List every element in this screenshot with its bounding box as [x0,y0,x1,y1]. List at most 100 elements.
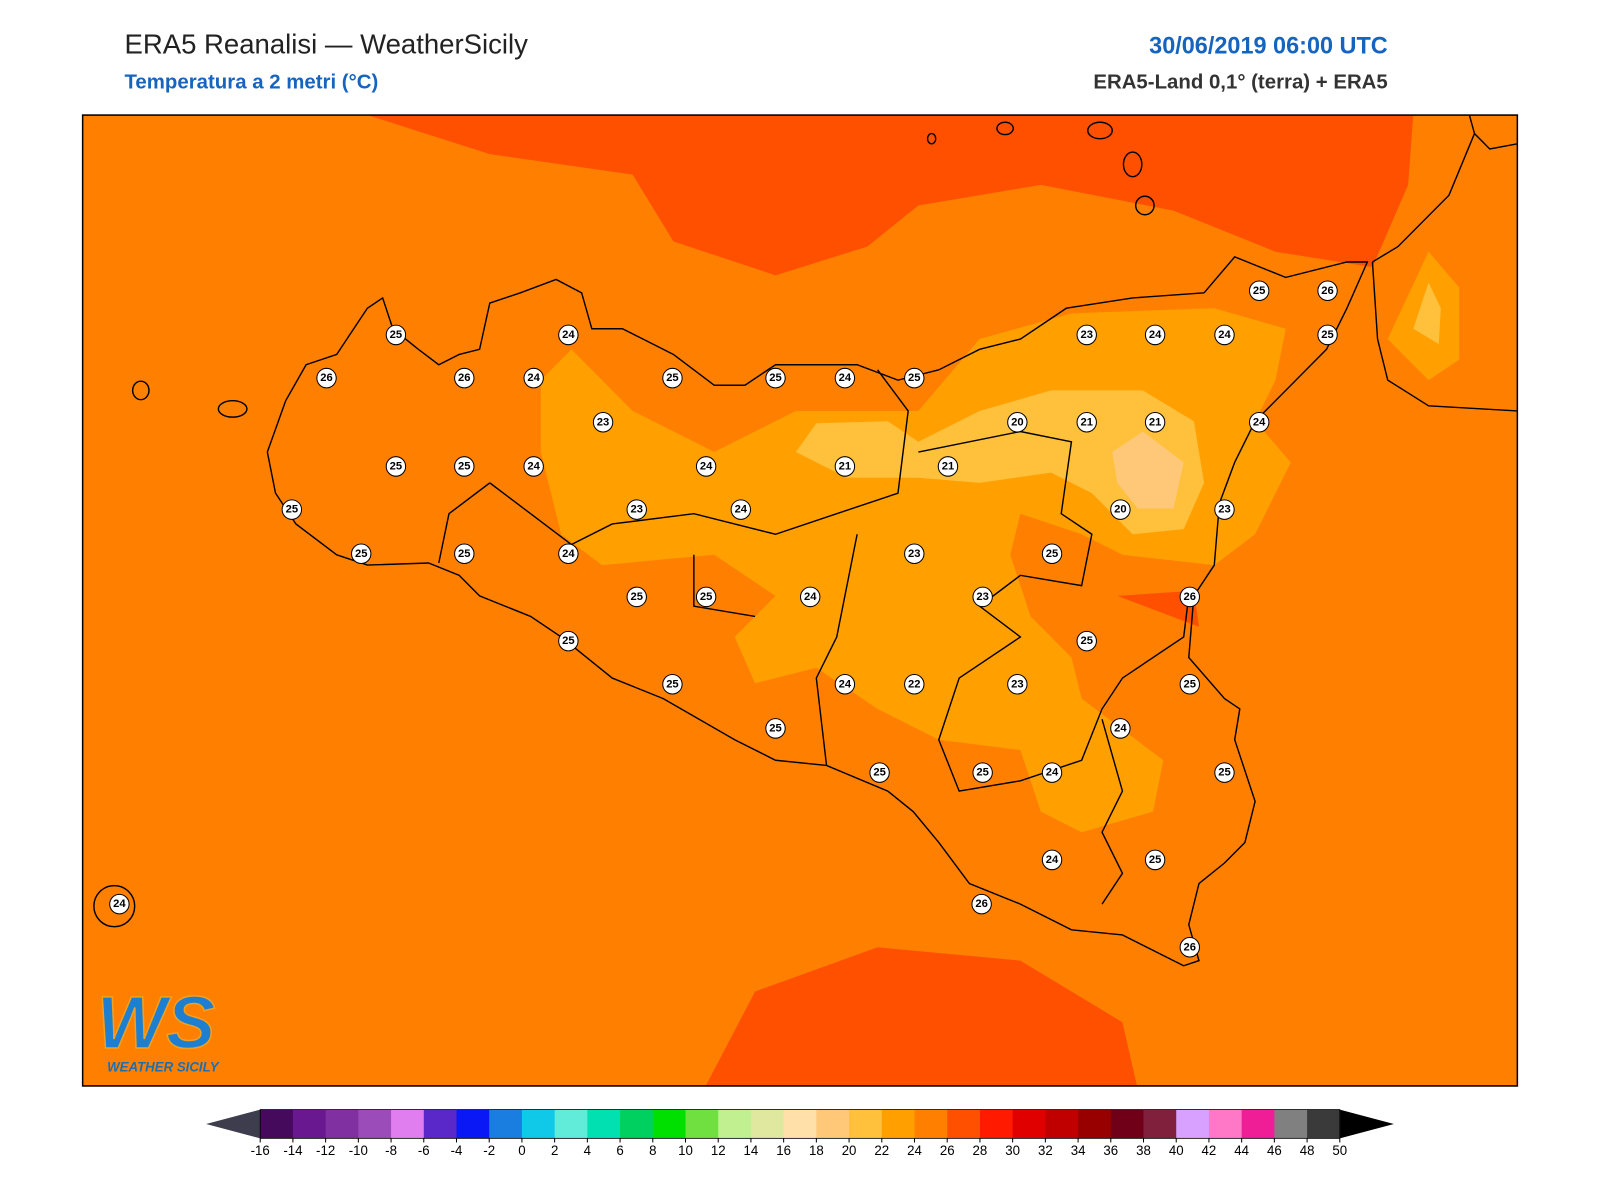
station-value: 23 [908,548,920,560]
map-frame [81,114,1519,1087]
colorbar-cell [1241,1109,1275,1139]
station: 24 [1110,718,1131,739]
station-value: 24 [562,329,575,341]
colorbar-cell [260,1109,294,1139]
station-marker [765,367,786,389]
station-marker [558,324,579,346]
station-marker [662,673,683,695]
station-value: 20 [1114,504,1126,516]
station: 25 [1041,543,1063,565]
colorbar-label: -8 [385,1143,397,1158]
station-value: 25 [1046,548,1058,560]
station: 25 [869,762,890,783]
station-value: 24 [1218,329,1231,341]
colorbar-cell [783,1109,817,1139]
colorbar-label: 16 [776,1143,791,1158]
colorbar-cell [587,1109,621,1139]
station-marker [1144,411,1166,433]
station: 24 [558,324,579,346]
station-value: 26 [1184,591,1196,603]
station: 25 [454,543,475,565]
station: 21 [1144,411,1166,433]
station: 24 [800,586,821,608]
station: 24 [523,367,544,389]
title: ERA5 Reanalisi — WeatherSicily [124,28,528,59]
station-marker [1041,849,1063,871]
station-value: 25 [458,548,470,560]
station-value: 25 [908,372,920,384]
station-value: 25 [700,591,712,603]
station: 22 [904,673,925,695]
station: 25 [765,367,786,389]
station: 26 [1179,586,1200,608]
station-marker [1007,411,1028,433]
colorbar-cell [391,1109,425,1139]
station-marker [765,718,786,739]
station-marker [1179,673,1200,695]
station-value: 26 [975,898,987,910]
station-value: 25 [1149,854,1161,866]
station: 24 [834,673,856,695]
warm-zone [367,115,1414,276]
station: 26 [316,367,337,389]
station-value: 25 [458,460,470,472]
station: 25 [695,586,717,608]
logo-mark: WS [97,981,215,1064]
colorbar-cell [685,1109,719,1139]
colorbar-cell [816,1109,850,1139]
colorbar-label: 30 [1005,1143,1020,1158]
station: 24 [1144,324,1166,346]
station: 24 [695,456,717,477]
station: 25 [626,586,647,608]
colorbar-label: 38 [1136,1143,1151,1158]
station: 25 [662,367,683,389]
station-value: 25 [1218,767,1230,779]
mild-zone [1413,282,1441,345]
station-marker [558,630,579,652]
station-value: 24 [527,372,540,384]
station-value: 25 [873,767,885,779]
colorbar-cell [423,1109,458,1139]
station-value: 25 [562,635,574,647]
station-value: 20 [1011,416,1023,428]
station-value: 24 [1046,854,1059,866]
station-marker [1041,543,1063,565]
station-marker [1179,586,1200,608]
station-value: 24 [1149,329,1162,341]
station-marker [834,673,856,695]
colorbar-cell [1012,1109,1046,1139]
station: 20 [1110,499,1131,520]
station: 25 [558,630,579,652]
station: 26 [1179,936,1200,958]
colorbar-label: 12 [711,1143,726,1158]
colorbar-label: -6 [418,1143,430,1158]
station: 23 [904,543,925,565]
colorbar-under [206,1109,261,1139]
station-marker [1007,673,1028,695]
station-marker [316,367,337,389]
station-value: 24 [562,548,575,560]
colorbar-label: 40 [1169,1143,1184,1158]
station-value: 25 [390,329,402,341]
station: 24 [109,893,130,915]
station: 25 [765,718,786,739]
station: 24 [1041,849,1063,871]
colorbar-label: 6 [616,1143,623,1158]
station-marker [1110,718,1131,739]
station: 26 [971,893,992,915]
station-value: 25 [1321,329,1333,341]
colorbar-label: 2 [551,1143,558,1158]
station-marker [1248,280,1270,302]
station-value: 25 [355,548,367,560]
station-value: 25 [286,504,298,516]
station-marker [385,324,407,346]
station-value: 21 [942,460,954,472]
datetime: 30/06/2019 06:00 UTC [1149,32,1388,58]
station-marker [1076,411,1097,433]
cool-zone [795,390,1205,535]
colorbar-cell [1045,1109,1079,1139]
colorbar-label: -12 [316,1143,335,1158]
warm-zone [705,947,1138,1086]
